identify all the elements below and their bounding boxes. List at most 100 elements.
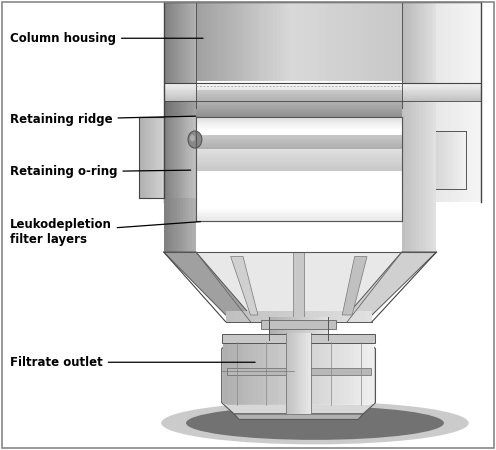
Bar [196,208,402,209]
Bar [299,338,304,405]
Bar [319,343,324,404]
Bar [175,2,177,202]
Bar [448,130,451,189]
Bar [257,2,260,108]
Bar [432,2,433,202]
Bar [196,207,402,208]
Bar [272,317,275,340]
Bar [196,170,402,171]
Bar [310,317,313,340]
Bar [419,2,420,202]
Bar [372,2,376,108]
Bar [409,101,412,135]
Bar [412,189,416,220]
Text: Retaining o-ring: Retaining o-ring [10,166,190,178]
Bar [196,88,402,89]
Bar [445,130,448,189]
Bar [370,343,374,404]
Bar [293,2,296,108]
Bar [314,343,319,404]
Bar [254,2,257,108]
Bar [235,2,238,108]
Bar [402,117,405,198]
Bar [391,2,394,108]
Bar [267,2,270,108]
Bar [366,2,369,108]
Bar [196,97,402,98]
Bar [196,122,402,123]
Bar [223,343,228,404]
Bar [164,97,481,98]
Bar [164,88,481,89]
Bar [243,343,248,404]
Bar [365,343,370,404]
Bar [196,156,402,157]
Bar [463,2,465,202]
Bar [439,130,442,189]
Bar [165,2,167,202]
Bar [394,2,398,108]
Bar [300,333,301,414]
Bar [430,189,433,220]
Bar [436,2,438,202]
Bar [337,338,342,405]
Bar [196,210,402,211]
Bar [196,142,402,143]
Bar [196,91,402,93]
Bar [418,2,419,202]
Bar [196,212,402,213]
Bar [170,2,172,202]
Bar [196,148,402,150]
Bar [284,310,292,322]
Bar [196,126,402,127]
Bar [289,2,293,108]
Bar [305,333,307,414]
Bar [196,119,402,120]
Bar [423,117,426,198]
Bar [174,2,175,202]
Bar [434,2,435,202]
Bar [262,310,270,322]
Bar [383,2,387,108]
Text: Filtrate outlet: Filtrate outlet [10,356,255,369]
Bar [299,310,306,322]
Bar [402,2,403,202]
Bar [164,85,481,86]
Bar [196,158,402,159]
Bar [454,130,457,189]
Polygon shape [196,252,402,315]
Bar [438,2,441,202]
Bar [170,198,172,252]
Bar [241,338,246,405]
Bar [196,83,402,84]
Bar [359,343,365,404]
Bar [260,338,265,405]
Bar [261,320,336,328]
Bar [164,100,481,101]
Bar [412,2,413,202]
Bar [164,93,481,94]
Bar [472,2,474,202]
Bar [189,198,191,252]
Bar [248,2,250,108]
Bar [270,338,275,405]
Bar [426,189,430,220]
Bar [183,2,185,202]
Bar [309,343,314,404]
Bar [164,117,166,198]
Bar [182,2,183,202]
Bar [170,101,172,135]
Bar [177,198,180,220]
Bar [248,310,255,322]
Bar [167,198,170,220]
Bar [405,2,406,202]
Bar [415,2,416,202]
Bar [199,2,202,108]
Bar [196,128,402,129]
Text: Column housing: Column housing [10,32,203,45]
Bar [463,130,466,189]
Bar [196,219,402,220]
Bar [196,159,402,161]
Bar [409,189,412,220]
Bar [194,198,196,252]
